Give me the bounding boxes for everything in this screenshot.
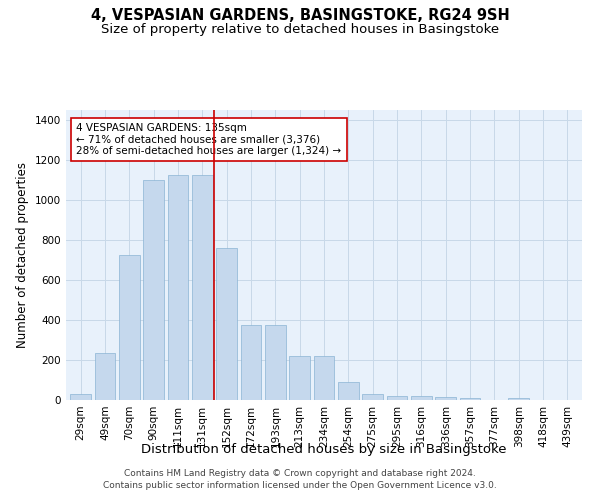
Text: Distribution of detached houses by size in Basingstoke: Distribution of detached houses by size … bbox=[141, 442, 507, 456]
Bar bbox=[289, 356, 310, 400]
Bar bbox=[167, 175, 188, 400]
Bar bbox=[460, 398, 481, 400]
Bar bbox=[362, 394, 383, 400]
Text: Size of property relative to detached houses in Basingstoke: Size of property relative to detached ho… bbox=[101, 22, 499, 36]
Bar bbox=[143, 180, 164, 400]
Bar bbox=[70, 394, 91, 400]
Bar bbox=[265, 325, 286, 400]
Bar bbox=[338, 382, 359, 400]
Bar bbox=[508, 398, 529, 400]
Bar bbox=[119, 255, 140, 400]
Bar bbox=[95, 353, 115, 400]
Text: 4 VESPASIAN GARDENS: 135sqm
← 71% of detached houses are smaller (3,376)
28% of : 4 VESPASIAN GARDENS: 135sqm ← 71% of det… bbox=[76, 123, 341, 156]
Text: Contains HM Land Registry data © Crown copyright and database right 2024.: Contains HM Land Registry data © Crown c… bbox=[124, 468, 476, 477]
Y-axis label: Number of detached properties: Number of detached properties bbox=[16, 162, 29, 348]
Bar bbox=[386, 396, 407, 400]
Bar bbox=[241, 325, 262, 400]
Bar bbox=[411, 396, 432, 400]
Bar bbox=[192, 175, 212, 400]
Text: 4, VESPASIAN GARDENS, BASINGSTOKE, RG24 9SH: 4, VESPASIAN GARDENS, BASINGSTOKE, RG24 … bbox=[91, 8, 509, 22]
Bar bbox=[436, 397, 456, 400]
Bar bbox=[314, 356, 334, 400]
Text: Contains public sector information licensed under the Open Government Licence v3: Contains public sector information licen… bbox=[103, 481, 497, 490]
Bar bbox=[216, 248, 237, 400]
